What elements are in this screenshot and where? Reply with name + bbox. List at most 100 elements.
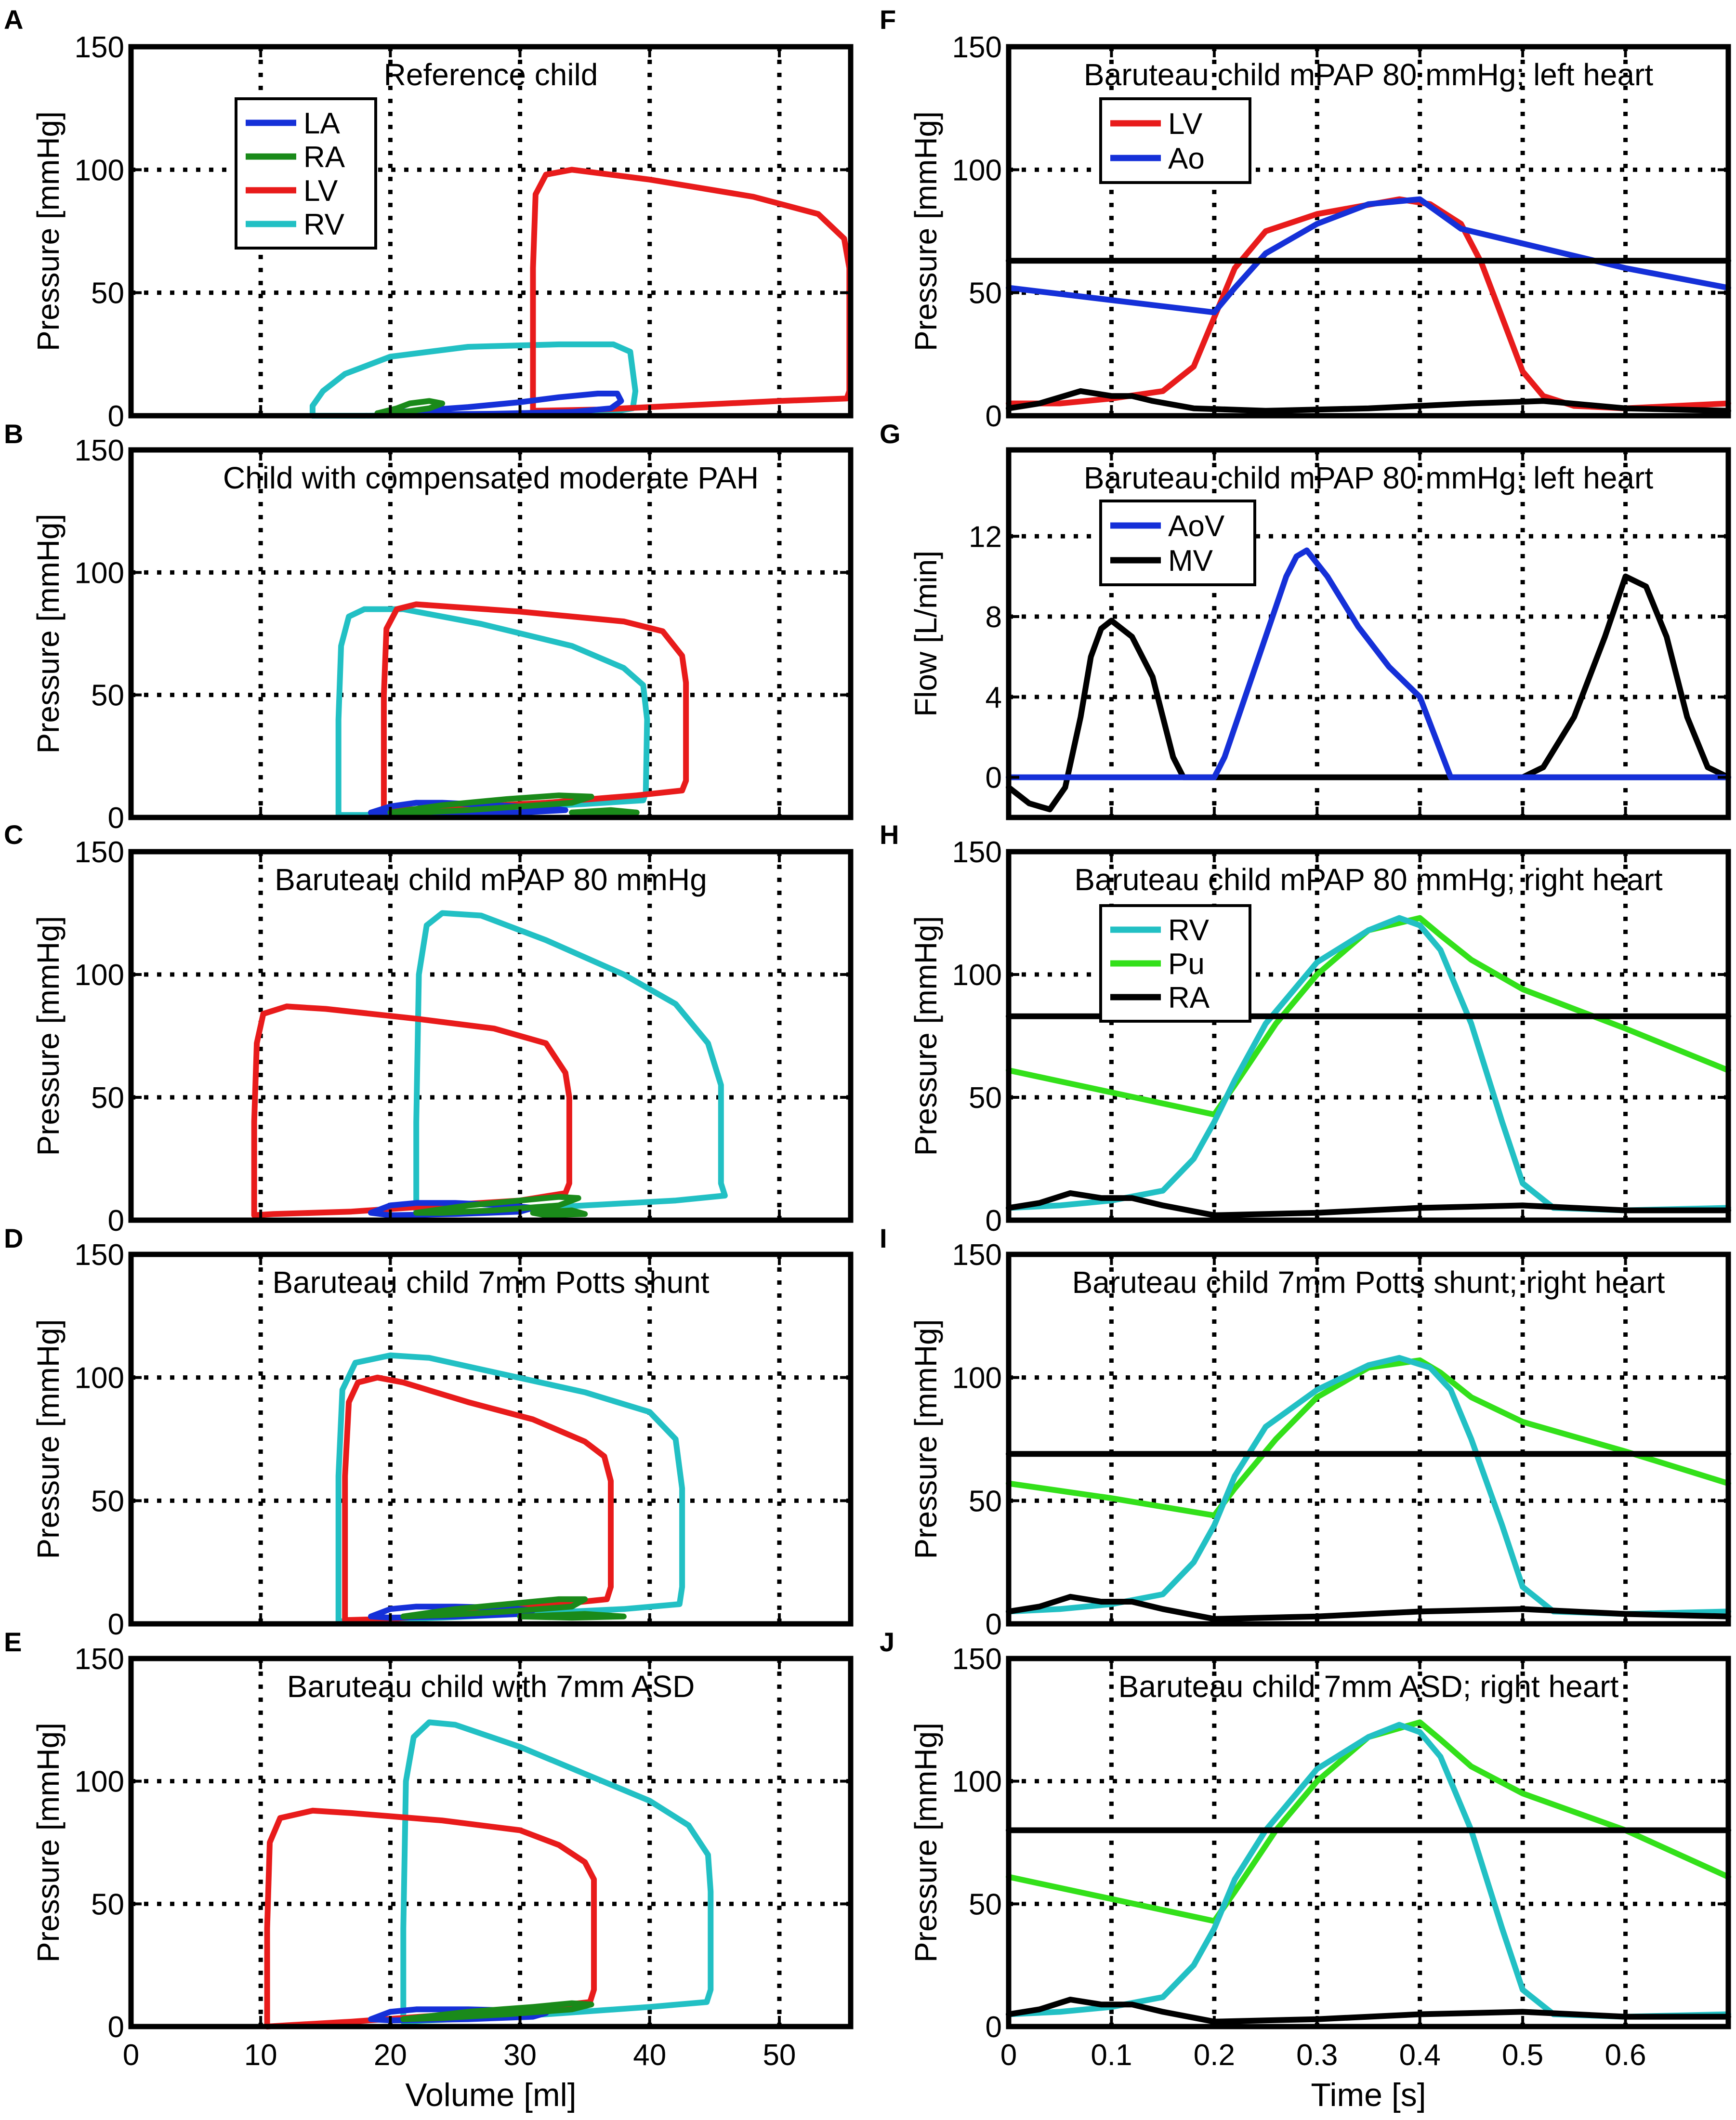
ytick-label: 12: [969, 520, 1002, 553]
series-group-d: [335, 1352, 685, 1624]
ytick-label: 0: [108, 2011, 124, 2044]
ytick-label: 0: [108, 400, 124, 433]
chart-title-f: Baruteau child mPAP 80 mmHg; left heart: [1084, 57, 1653, 92]
xtick-label: 0.5: [1502, 2039, 1543, 2072]
panel-c: C 0 50 100 150 Baruteau child mPAP 80 mmHg Pre…: [4, 819, 854, 1238]
series-lv-c: [251, 1003, 572, 1218]
ytick-label: 50: [91, 679, 124, 712]
panel-label-g: G: [880, 419, 901, 449]
frame-c: [128, 849, 854, 1223]
xtick-label: 0.3: [1296, 2039, 1338, 2072]
frame-h: [1006, 849, 1731, 1223]
ytick-label: 0: [986, 1608, 1002, 1641]
legend-label-ra: RA: [1168, 981, 1210, 1014]
chart-title-a: Reference child: [384, 57, 598, 92]
frame-b: [128, 447, 854, 820]
panel-label-i: I: [880, 1223, 887, 1253]
ytick-label: 150: [952, 1643, 1002, 1676]
legend-box: [1099, 500, 1256, 586]
series-ra-c: [413, 1194, 581, 1216]
panel-g: G 0 4 8 12 Baruteau child mPAP 80 mmHg; left …: [880, 419, 1731, 820]
x-axis-label-e: Volume [ml]: [405, 2077, 576, 2113]
series-group-e: [264, 1719, 714, 2029]
y-axis-label-d: Pressure [mmHg]: [31, 1319, 66, 1559]
xtick-label: 0.1: [1091, 2039, 1132, 2072]
ytick-label: 100: [952, 959, 1002, 992]
series-ra-b: [387, 792, 594, 816]
y-axis-label-b: Pressure [mmHg]: [31, 514, 66, 754]
ytick-label: 0: [986, 2011, 1002, 2044]
xtick-label: 50: [763, 2039, 796, 2072]
series-ao-f: [1006, 196, 1731, 316]
series-ra2-c: [530, 1207, 588, 1218]
frame-g: [1006, 447, 1731, 820]
y-axis-label-c: Pressure [mmHg]: [31, 916, 66, 1156]
panel-label-b: B: [4, 419, 23, 449]
y-axis-label-a: Pressure [mmHg]: [31, 111, 66, 351]
series-lv-e: [264, 1807, 597, 2029]
panel-label-a: A: [4, 4, 23, 35]
ytick-label: 100: [952, 154, 1002, 187]
legend-label-aov: AoV: [1168, 510, 1225, 543]
panel-label-e: E: [4, 1627, 22, 1657]
ytick-label: 100: [75, 959, 124, 992]
ytick-label: 150: [75, 434, 124, 467]
panel-label-f: F: [880, 4, 896, 35]
x-axis-label-j: Time [s]: [1311, 2077, 1426, 2113]
series-mv-g: [1006, 618, 1731, 813]
ytick-label: 50: [91, 277, 124, 310]
ytick-label: 150: [952, 836, 1002, 869]
frame-d: [128, 1251, 854, 1627]
chart-title-h: Baruteau child mPAP 80 mmHg; right heart: [1074, 862, 1663, 897]
legend-label-mv: MV: [1168, 544, 1213, 578]
xtick-label: 10: [244, 2039, 277, 2072]
ytick-label: 50: [91, 1485, 124, 1518]
chart-title-d: Baruteau child 7mm Potts shunt: [272, 1265, 709, 1300]
ytick-label: 150: [75, 31, 124, 64]
legend-label-rv: RV: [1168, 914, 1210, 947]
series-rv-h: [1006, 915, 1731, 1213]
xtick-label: 30: [503, 2039, 537, 2072]
ytick-label: 50: [969, 1485, 1002, 1518]
ytick-label: 8: [986, 601, 1002, 634]
series-ra-d: [400, 1596, 588, 1620]
ytick-label: 50: [969, 1081, 1002, 1115]
legend-label-ra: RA: [303, 141, 345, 174]
legend-box: [1099, 97, 1251, 184]
xtick-label: 0: [1000, 2039, 1017, 2072]
legend-label-lv: LV: [1168, 107, 1203, 141]
chart-title-g: Baruteau child mPAP 80 mmHg; left heart: [1084, 461, 1653, 495]
y-axis-label-g: Flow [L/min]: [908, 551, 943, 717]
panel-i: I 0 50 100 150 Baruteau child 7mm Potts shunt…: [880, 1223, 1731, 1641]
series-group-i: [1006, 1355, 1731, 1622]
series-lv-f: [1006, 196, 1731, 411]
ytick-label: 150: [952, 31, 1002, 64]
series-aov-g: [1006, 547, 1731, 780]
series-ra2-b: [569, 807, 640, 817]
ytick-label: 0: [108, 802, 124, 835]
chart-title-j: Baruteau child 7mm ASD; right heart: [1118, 1669, 1619, 1704]
panel-a: A 0 50 100 150 Reference child Pressure [mmHg]…: [4, 4, 854, 433]
series-pu-j: [1006, 1719, 1731, 1924]
panel-label-j: J: [880, 1627, 894, 1657]
ytick-label: 50: [969, 277, 1002, 310]
panel-b: B 0 50 100 150 Child with compensated moderat…: [4, 419, 854, 835]
series-lv-d: [342, 1374, 614, 1623]
ytick-label: 0: [986, 762, 1002, 795]
series-pu-i: [1006, 1357, 1731, 1518]
ytick-label: 100: [75, 154, 124, 187]
legend-label-ao: Ao: [1168, 142, 1205, 175]
legend-label-pu: Pu: [1168, 948, 1205, 981]
series-lv-a: [530, 167, 853, 414]
chart-title-c: Baruteau child mPAP 80 mmHg: [275, 862, 707, 897]
frame-j: [1006, 1656, 1731, 2029]
xtick-label: 0.4: [1399, 2039, 1441, 2072]
legend-label-rv: RV: [303, 208, 345, 241]
panel-d: D 0 50 100 150 Baruteau child 7mm Potts shunt…: [4, 1223, 854, 1641]
ytick-label: 4: [986, 681, 1002, 714]
y-axis-label-f: Pressure [mmHg]: [908, 111, 943, 351]
ytick-label: 100: [952, 1362, 1002, 1395]
series-ra-a: [374, 398, 446, 416]
